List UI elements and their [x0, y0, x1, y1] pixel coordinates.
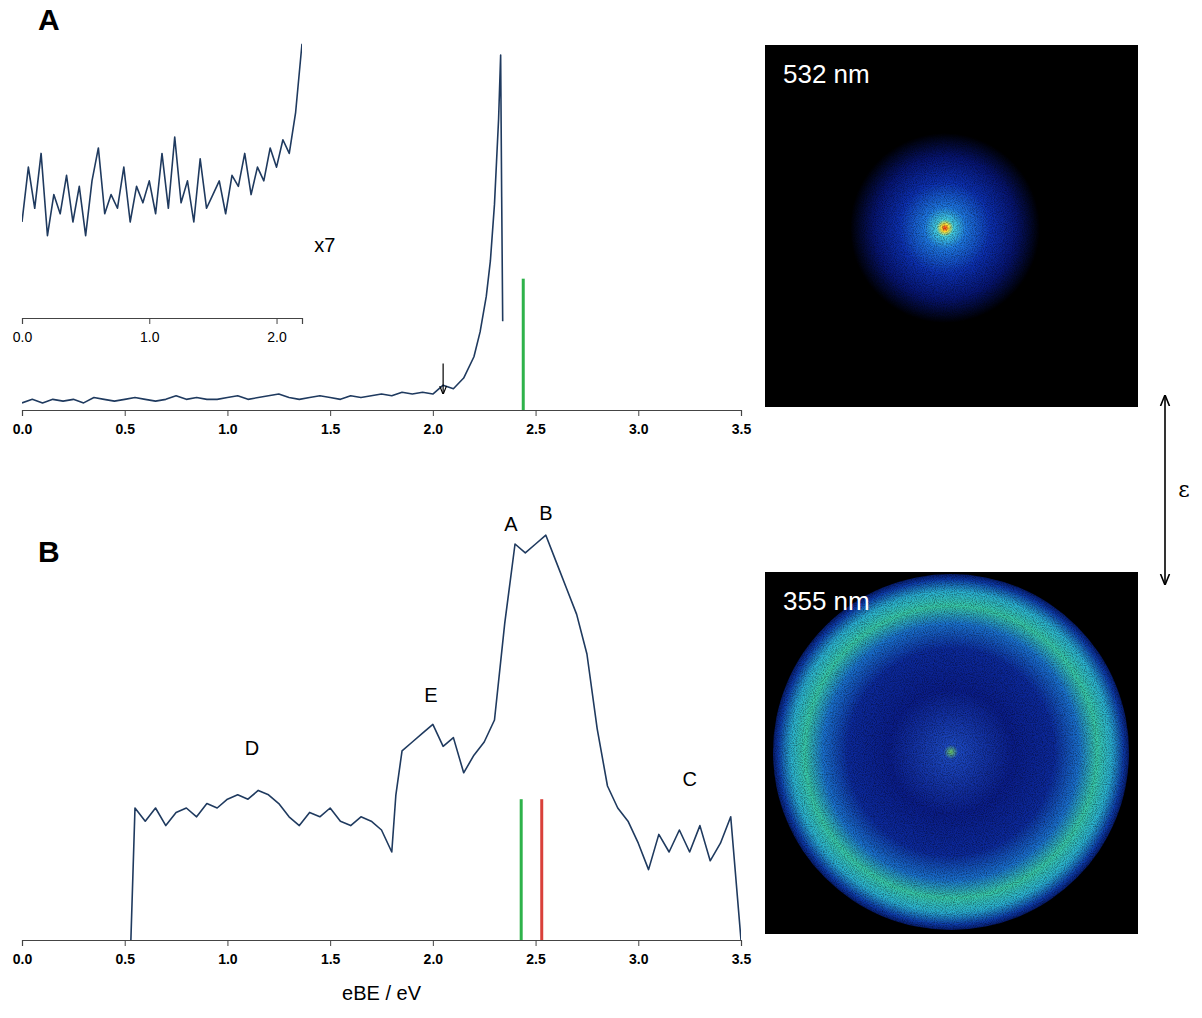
tick: 3.5 — [732, 410, 752, 437]
image-background — [765, 572, 1138, 934]
axis-line — [23, 319, 303, 325]
annotation: A — [504, 513, 518, 535]
plot-area — [131, 535, 741, 940]
tick-label: 0.5 — [115, 421, 135, 437]
tick-mark — [330, 410, 331, 416]
plot-area — [22, 55, 523, 410]
x-axis: 0.0 0.5 1.0 1.5 2.0 2.5 3.0 3.5 — [13, 940, 752, 967]
image-signal — [773, 574, 1129, 930]
tick: 0.5 — [115, 940, 135, 967]
tick-label: 1.0 — [218, 951, 238, 967]
tick: 3.5 — [732, 940, 752, 967]
tick: 2.0 — [424, 410, 444, 437]
annotation: D — [245, 737, 259, 759]
panel-letter: A — [38, 3, 60, 36]
panel: 0.00.51.01.52.02.53.03.5ABEDCBeBE / eV — [13, 502, 752, 1004]
tick: 2.5 — [526, 410, 546, 437]
tick-mark — [433, 940, 434, 946]
axis-line — [23, 941, 742, 947]
x-axis: 0.0 1.0 2.0 — [13, 318, 303, 345]
tick: 0.5 — [115, 410, 135, 437]
tick: 2.0 — [424, 940, 444, 967]
tick: 1.0 — [218, 940, 238, 967]
image-noise — [773, 574, 1129, 930]
spectrum — [22, 44, 302, 236]
plot-area — [22, 44, 302, 236]
tick-mark — [22, 318, 23, 324]
tick-mark — [125, 410, 126, 416]
image-background — [765, 45, 1138, 407]
stick — [540, 799, 543, 940]
tick-label: 1.0 — [140, 329, 160, 345]
tick-mark — [227, 410, 228, 416]
annotation: E — [424, 684, 437, 706]
photoelectron-image: 355 nm — [765, 572, 1138, 934]
tick-label: 0.0 — [13, 421, 33, 437]
photoelectron-image: 532 nm — [765, 45, 1138, 407]
panel: 0.0 0.5 1.0 1.5 2.0 2.5 3.0 3.5 A — [13, 3, 752, 437]
spectrum — [22, 55, 503, 403]
tick-label: 2.5 — [526, 421, 546, 437]
figure: 0.00.51.01.52.02.53.03.5A0.01.02.0x70.00… — [0, 0, 1202, 1018]
axis-title: eBE / eV — [342, 982, 422, 1004]
stick — [520, 799, 523, 940]
tick-mark — [741, 940, 742, 946]
tick-mark — [22, 940, 23, 946]
tick-label: 1.5 — [321, 421, 341, 437]
annotation: x7 — [314, 234, 335, 256]
tick-label: 0.0 — [13, 329, 33, 345]
tick: 0.0 — [13, 940, 33, 967]
image-label: 355 nm — [783, 586, 870, 616]
tick-mark — [638, 940, 639, 946]
tick: 1.0 — [140, 318, 160, 345]
tick: 2.5 — [526, 940, 546, 967]
tick-label: 2.0 — [424, 421, 444, 437]
tick-mark — [149, 318, 150, 324]
tick-label: 2.0 — [267, 329, 287, 345]
image-label: 532 nm — [783, 59, 870, 89]
arrow — [443, 364, 444, 394]
tick-mark — [277, 318, 278, 324]
tick: 3.0 — [629, 410, 649, 437]
tick-label: 1.0 — [218, 421, 238, 437]
tick: 1.0 — [218, 410, 238, 437]
tick-label: 0.5 — [115, 951, 135, 967]
tick: 0.0 — [13, 410, 33, 437]
tick-label: 2.0 — [424, 951, 444, 967]
image-noise — [850, 133, 1040, 323]
tick-mark — [536, 940, 537, 946]
tick-label: 3.0 — [629, 421, 649, 437]
tick-label: 3.0 — [629, 951, 649, 967]
tick-mark — [638, 410, 639, 416]
tick-label: 3.5 — [732, 951, 752, 967]
tick: 1.5 — [321, 940, 341, 967]
tick: 0.0 — [13, 318, 33, 345]
tick: 1.5 — [321, 410, 341, 437]
tick: 2.0 — [267, 318, 287, 345]
stick — [522, 279, 525, 410]
tick-label: 2.5 — [526, 951, 546, 967]
tick-mark — [125, 940, 126, 946]
tick-label: 1.5 — [321, 951, 341, 967]
axis-line — [23, 411, 742, 417]
tick: 3.0 — [629, 940, 649, 967]
tick-mark — [536, 410, 537, 416]
panel-letter: B — [38, 535, 60, 568]
tick-mark — [330, 940, 331, 946]
annotation: C — [682, 768, 696, 790]
tick-label: 3.5 — [732, 421, 752, 437]
annotation: B — [539, 502, 552, 524]
tick-mark — [741, 410, 742, 416]
tick-mark — [227, 940, 228, 946]
polarization-label: ε — [1178, 477, 1189, 502]
tick-mark — [433, 410, 434, 416]
spectrum — [131, 535, 741, 940]
tick-mark — [22, 410, 23, 416]
image-signal — [850, 133, 1040, 323]
polarization-arrow — [1164, 396, 1166, 584]
panel: 0.0 1.0 2.0 x7 — [13, 44, 336, 345]
x-axis: 0.0 0.5 1.0 1.5 2.0 2.5 3.0 3.5 — [13, 410, 752, 437]
tick-label: 0.0 — [13, 951, 33, 967]
